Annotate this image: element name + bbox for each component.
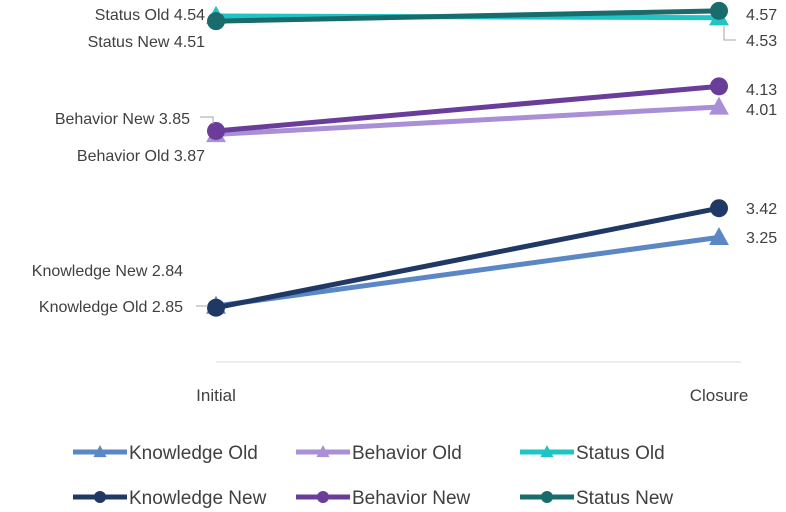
legend-item-status-old: Status Old — [520, 443, 665, 464]
legend-item-status-new: Status New — [520, 488, 673, 509]
series-line-behavior-old — [215, 104, 720, 137]
series-status-new — [207, 1, 728, 31]
data-label-status-new-2: 4.57 — [746, 7, 777, 24]
data-label-status-new-1: Status New 4.51 — [88, 34, 206, 51]
series-line-behavior-new — [215, 83, 720, 134]
data-point-behavior-new-2 — [710, 77, 728, 96]
data-point-behavior-old-2 — [709, 96, 729, 115]
data-label-behavior-new-2: 4.13 — [746, 82, 777, 99]
data-point-knowledge-new-1 — [207, 298, 225, 317]
data-label-behavior-old-1: Behavior New 3.85 — [55, 111, 190, 128]
legend-item-behavior-new: Behavior New — [296, 488, 471, 509]
x-tick-label-initial: Initial — [196, 386, 236, 405]
series-line-knowledge-new — [215, 205, 720, 311]
legend-item-behavior-old: Behavior Old — [296, 443, 462, 464]
legend-marker-behavior-old — [316, 445, 330, 458]
series-knowledge-old — [206, 227, 729, 314]
legend-label-behavior-new: Behavior New — [352, 488, 471, 509]
legend-item-knowledge-old: Knowledge Old — [73, 443, 258, 464]
legend: Knowledge Old Behavior Old Status Old Knowl… — [73, 443, 673, 509]
legend-marker-knowledge-new — [94, 491, 106, 503]
data-label-behavior-old-2: 4.01 — [746, 102, 777, 119]
data-label-knowledge-old-2: 3.25 — [746, 230, 777, 247]
data-labels: Status Old 4.54 Status New 4.51 Behavior N… — [32, 7, 777, 316]
legend-marker-knowledge-old — [93, 445, 107, 458]
plot-area: Status Old 4.54 Status New 4.51 Behavior N… — [32, 1, 777, 317]
data-point-status-new-2 — [710, 1, 728, 20]
x-tick-label-closure: Closure — [690, 386, 749, 405]
legend-label-knowledge-new: Knowledge New — [129, 488, 267, 509]
data-label-knowledge-new-1: Knowledge New 2.84 — [32, 263, 183, 280]
legend-item-knowledge-new: Knowledge New — [73, 488, 267, 509]
data-point-behavior-new-1 — [207, 121, 225, 140]
series-line-status-new — [215, 8, 720, 24]
series-line-knowledge-old — [215, 234, 720, 309]
series-behavior-new — [207, 77, 728, 140]
legend-marker-status-old — [540, 445, 554, 458]
legend-marker-behavior-new — [317, 491, 329, 503]
data-label-knowledge-old-1: Knowledge Old 2.85 — [39, 299, 183, 316]
legend-label-knowledge-old: Knowledge Old — [129, 443, 258, 464]
legend-label-status-new: Status New — [576, 488, 673, 509]
leader-line-behavior-old-1 — [200, 116, 214, 124]
legend-label-status-old: Status Old — [576, 443, 665, 464]
data-point-status-new-1 — [207, 12, 225, 31]
data-point-knowledge-old-2 — [709, 227, 729, 246]
legend-marker-status-new — [541, 491, 553, 503]
legend-label-behavior-old: Behavior Old — [352, 443, 462, 464]
leader-line-status-old-2 — [723, 26, 736, 41]
data-label-status-old-1: Status Old 4.54 — [95, 7, 205, 24]
data-point-knowledge-new-2 — [710, 199, 728, 218]
data-label-status-old-2: 4.53 — [746, 33, 777, 50]
series-knowledge-new — [207, 199, 728, 317]
data-label-behavior-new-1: Behavior Old 3.87 — [77, 148, 205, 165]
data-label-knowledge-new-2: 3.42 — [746, 201, 777, 218]
series-behavior-old — [206, 96, 729, 143]
